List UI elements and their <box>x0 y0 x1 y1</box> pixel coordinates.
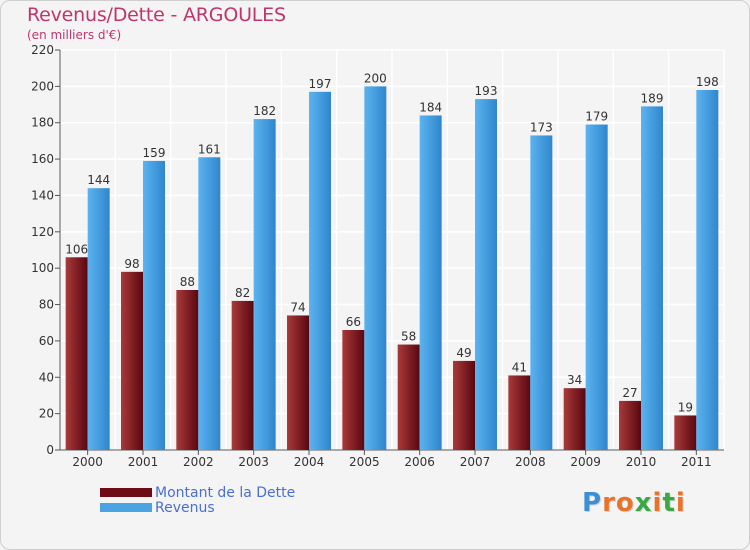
data-label: 184 <box>419 100 442 114</box>
bar-dette <box>65 257 88 450</box>
logo-letter: P <box>582 488 603 518</box>
data-label: 197 <box>309 77 332 91</box>
bar-dette <box>563 388 586 450</box>
x-tick-label: 2003 <box>238 455 269 469</box>
y-tick-label: 160 <box>31 152 54 166</box>
logo-letter: r <box>602 488 616 518</box>
proxiti-logo: Proxiti <box>582 488 686 518</box>
bar-revenus <box>475 99 497 450</box>
logo-letter: t <box>662 488 676 518</box>
data-label: 198 <box>696 75 719 89</box>
legend-swatch-revenus <box>100 503 152 512</box>
bar-dette <box>342 330 365 450</box>
legend-label-dette: Montant de la Dette <box>155 485 296 501</box>
data-label: 161 <box>198 142 221 156</box>
logo-letter: i <box>652 488 663 518</box>
data-label: 41 <box>512 360 527 374</box>
bar-revenus <box>198 157 221 451</box>
data-label: 49 <box>456 346 471 360</box>
x-tick-label: 2001 <box>128 455 159 469</box>
axes: 0 20 40 60 80 100 120 140 160 180 200 220 2000 2001 20… <box>31 43 724 469</box>
logo-letter: o <box>615 488 635 518</box>
bar-revenus <box>143 160 165 450</box>
chart-title: Revenus/Dette - ARGOULES <box>27 4 286 26</box>
legend-swatch-dette <box>100 488 152 497</box>
logo-letter: i <box>675 488 686 518</box>
y-tick-label: 100 <box>31 261 54 275</box>
y-tick-label: 180 <box>31 116 54 130</box>
logo-letter: x <box>634 488 653 518</box>
data-label: 98 <box>124 257 139 271</box>
x-tick-label: 2010 <box>626 455 657 469</box>
y-tick-label: 60 <box>39 334 54 348</box>
data-label: 173 <box>530 120 553 134</box>
y-tick-label: 140 <box>31 188 54 202</box>
bar-dette <box>397 344 420 450</box>
bar-revenus <box>696 90 719 450</box>
y-tick-label: 0 <box>46 443 54 457</box>
data-label: 144 <box>87 173 110 187</box>
y-tick-label: 20 <box>39 407 54 421</box>
data-label: 179 <box>585 110 608 124</box>
bar-dette <box>121 271 143 450</box>
data-label: 193 <box>475 84 498 98</box>
bar-dette <box>453 360 475 450</box>
bar-dette <box>674 415 697 450</box>
x-tick-label: 2005 <box>349 455 380 469</box>
y-tick-label: 120 <box>31 225 54 239</box>
x-tick-label: 2004 <box>294 455 325 469</box>
data-label: 58 <box>401 330 416 344</box>
bar-dette <box>287 315 309 450</box>
data-label: 106 <box>65 242 88 256</box>
x-tick-label: 2006 <box>404 455 435 469</box>
bar-revenus <box>87 188 110 450</box>
bar-revenus <box>309 91 331 451</box>
bars <box>65 86 719 451</box>
bar-dette <box>176 290 199 450</box>
chart-subtitle: (en milliers d'€) <box>27 28 122 42</box>
data-label: 27 <box>622 386 637 400</box>
data-label: 34 <box>567 373 582 387</box>
bar-revenus <box>364 86 387 450</box>
data-label: 159 <box>143 146 166 160</box>
y-tick-label: 200 <box>31 79 54 93</box>
data-label: 19 <box>678 400 693 414</box>
bar-revenus <box>530 135 553 451</box>
y-tick-label: 80 <box>39 298 54 312</box>
data-label: 189 <box>641 91 664 105</box>
x-tick-label: 2000 <box>72 455 103 469</box>
y-tick-label: 220 <box>31 43 54 57</box>
bar-revenus <box>641 106 663 450</box>
x-tick-label: 2007 <box>460 455 491 469</box>
data-label: 182 <box>253 104 276 118</box>
bar-dette <box>508 375 531 450</box>
data-label: 66 <box>346 315 361 329</box>
data-label: 74 <box>290 300 305 314</box>
bar-revenus <box>253 119 276 450</box>
data-labels: 106 144 98 159 88 161 82 182 74 197 66 200 58 184 49 19… <box>65 71 719 414</box>
x-tick-label: 2002 <box>183 455 214 469</box>
bar-dette <box>231 300 254 450</box>
x-tick-label: 2008 <box>515 455 546 469</box>
data-label: 200 <box>364 71 387 85</box>
x-tick-label: 2009 <box>570 455 601 469</box>
legend-label-revenus: Revenus <box>155 500 215 516</box>
y-tick-label: 40 <box>39 370 54 384</box>
data-label: 82 <box>235 286 250 300</box>
bar-revenus <box>585 124 608 450</box>
x-tick-label: 2011 <box>681 455 712 469</box>
bar-dette <box>619 400 641 450</box>
data-label: 88 <box>180 275 195 289</box>
bar-revenus <box>419 115 442 451</box>
